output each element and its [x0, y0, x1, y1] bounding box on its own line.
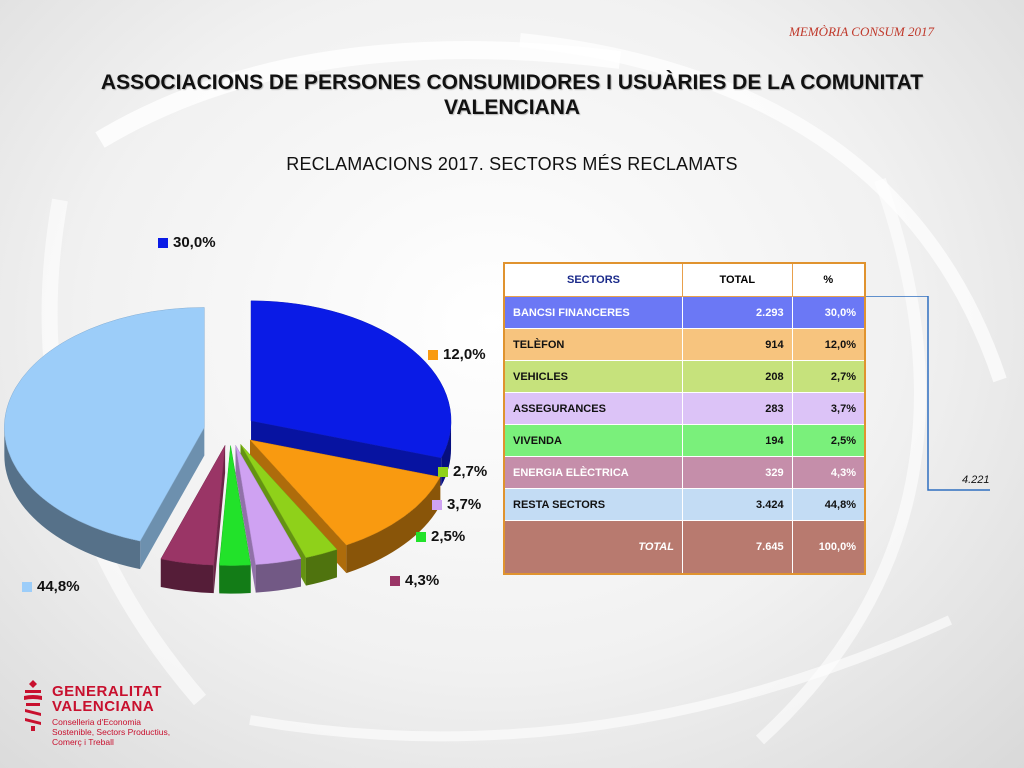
table-cell-sector: BANCSI FINANCERES — [503, 296, 683, 329]
legend-swatch-slice-2 — [428, 349, 438, 360]
table-cell-sector: TELÈFON — [503, 328, 683, 361]
logo-name: GENERALITAT VALENCIANA — [52, 684, 162, 714]
table-row: ENERGIA ELÈCTRICA 329 4,3% — [503, 456, 866, 489]
table-cell-total: 283 — [681, 392, 793, 425]
table-row: BANCSI FINANCERES 2.293 30,0% — [503, 296, 866, 329]
table-cell-total: 329 — [681, 456, 793, 489]
pie-slice-7-wall — [140, 427, 205, 570]
pie-slice-6-wall — [213, 445, 226, 594]
table-row: TELÈFON 914 12,0% — [503, 328, 866, 361]
table-header-total: TOTAL — [681, 262, 793, 297]
table-cell-percent: 2,7% — [791, 360, 866, 393]
pie-slice-3-top — [240, 444, 338, 558]
logo-department-line1: Conselleria d'Economia — [52, 717, 142, 727]
table-header-row: SECTORS TOTAL % — [503, 262, 866, 297]
pie-slice-4-rim — [255, 558, 301, 593]
header-note: MEMÒRIA CONSUM 2017 — [789, 24, 934, 39]
table-cell-sector: RESTA SECTORS — [503, 488, 683, 521]
legend-item-slice-4: 3,7% — [432, 496, 481, 513]
chart-subtitle: RECLAMACIONS 2017. SECTORS MÉS RECLAMATS — [286, 154, 738, 174]
pie-slice-5 — [218, 445, 251, 594]
table-cell-percent: 4,3% — [791, 456, 866, 489]
logo-department: Conselleria d'Economia Sostenible, Secto… — [52, 717, 192, 747]
legend-item-slice-1: 30,0% — [158, 234, 216, 251]
logo-name-line1: GENERALITAT — [52, 683, 162, 700]
legend-label-slice-6: 4,3% — [405, 572, 440, 589]
table-cell-total: 914 — [681, 328, 793, 361]
legend-item-slice-3: 2,7% — [438, 463, 487, 480]
table-cell-percent: 30,0% — [791, 296, 866, 329]
pie-slice-1-top — [250, 300, 452, 459]
table-header-sectors: SECTORS — [503, 262, 683, 297]
pie-slice-2-top — [249, 439, 441, 546]
pie-slice-6 — [160, 445, 226, 594]
sectors-table: SECTORS TOTAL % BANCSI FINANCERES 2.293 … — [503, 262, 866, 575]
pie-slice-5-top — [218, 445, 251, 566]
pie-slice-3-rim — [305, 549, 337, 586]
legend-item-slice-2: 12,0% — [428, 346, 486, 363]
pie-slice-7 — [4, 307, 205, 570]
table-row: ASSEGURANCES 283 3,7% — [503, 392, 866, 425]
table-cell-percent: 44,8% — [791, 488, 866, 521]
table-cell-total: 3.424 — [681, 488, 793, 521]
page-title: ASSOCIACIONS DE PERSONES CONSUMIDORES I … — [40, 70, 984, 120]
legend-item-slice-5: 2,5% — [416, 528, 465, 545]
legend-label-slice-5: 2,5% — [431, 528, 466, 545]
table-row: VEHICLES 208 2,7% — [503, 360, 866, 393]
logo-name-line2: VALENCIANA — [52, 698, 155, 715]
page-title-line2: VALENCIANA — [443, 96, 581, 119]
table-cell-sector: ENERGIA ELÈCTRICA — [503, 456, 683, 489]
table-cell-total: 194 — [681, 424, 793, 457]
legend-label-slice-3: 2,7% — [453, 463, 488, 480]
legend-swatch-slice-3 — [438, 466, 448, 477]
table-row: RESTA SECTORS 3.424 44,8% — [503, 488, 866, 521]
table-total-value: 7.645 — [681, 520, 793, 575]
table-cell-percent: 3,7% — [791, 392, 866, 425]
legend-label-slice-1: 30,0% — [173, 234, 216, 251]
table-cell-percent: 2,5% — [791, 424, 866, 457]
pie-slice-4-top — [235, 445, 302, 565]
logo-department-line2: Sostenible, Sectors Productius, — [52, 727, 171, 737]
legend-label-slice-7: 44,8% — [37, 578, 80, 595]
table-body: BANCSI FINANCERES 2.293 30,0% TELÈFON 91… — [503, 296, 866, 575]
legend-label-slice-2: 12,0% — [443, 346, 486, 363]
table-cell-sector: VIVENDA — [503, 424, 683, 457]
pie-slice-4 — [235, 445, 302, 593]
table-total-label: TOTAL — [503, 520, 683, 575]
pie-slice-6-top — [160, 445, 226, 566]
pie-slice-6-rim — [160, 558, 214, 594]
legend-item-slice-7: 44,8% — [22, 578, 80, 595]
legend-swatch-slice-7 — [22, 581, 32, 592]
table-header-percent: % — [791, 262, 866, 297]
table-cell-total: 2.293 — [681, 296, 793, 329]
page-title-line1: ASSOCIACIONS DE PERSONES CONSUMIDORES I … — [100, 71, 924, 94]
legend-swatch-slice-1 — [158, 237, 168, 248]
legend-swatch-slice-5 — [416, 531, 426, 542]
legend-label-slice-4: 3,7% — [447, 496, 482, 513]
legend-swatch-slice-4 — [432, 499, 442, 510]
legend-item-slice-6: 4,3% — [390, 572, 439, 589]
table-row: VIVENDA 194 2,5% — [503, 424, 866, 457]
pie-slice-4-wall — [235, 445, 256, 593]
table-cell-total: 208 — [681, 360, 793, 393]
table-total-row: TOTAL 7.645 100,0% — [503, 520, 866, 575]
pie-slice-5-rim — [219, 564, 251, 594]
pie-slice-7-top — [4, 307, 205, 542]
legend-swatch-slice-6 — [390, 575, 400, 586]
table-cell-sector: ASSEGURANCES — [503, 392, 683, 425]
table-cell-percent: 12,0% — [791, 328, 866, 361]
logo-department-line3: Comerç i Treball — [52, 737, 114, 747]
table-total-percent: 100,0% — [791, 520, 866, 575]
pie-slice-2-rim — [346, 477, 441, 574]
subtotal-value: 4.221 — [962, 474, 990, 486]
subtotal-bracket — [866, 296, 990, 491]
table-cell-sector: VEHICLES — [503, 360, 683, 393]
pie-slice-7-rim — [4, 427, 141, 570]
generalitat-logo-icon — [24, 680, 42, 731]
